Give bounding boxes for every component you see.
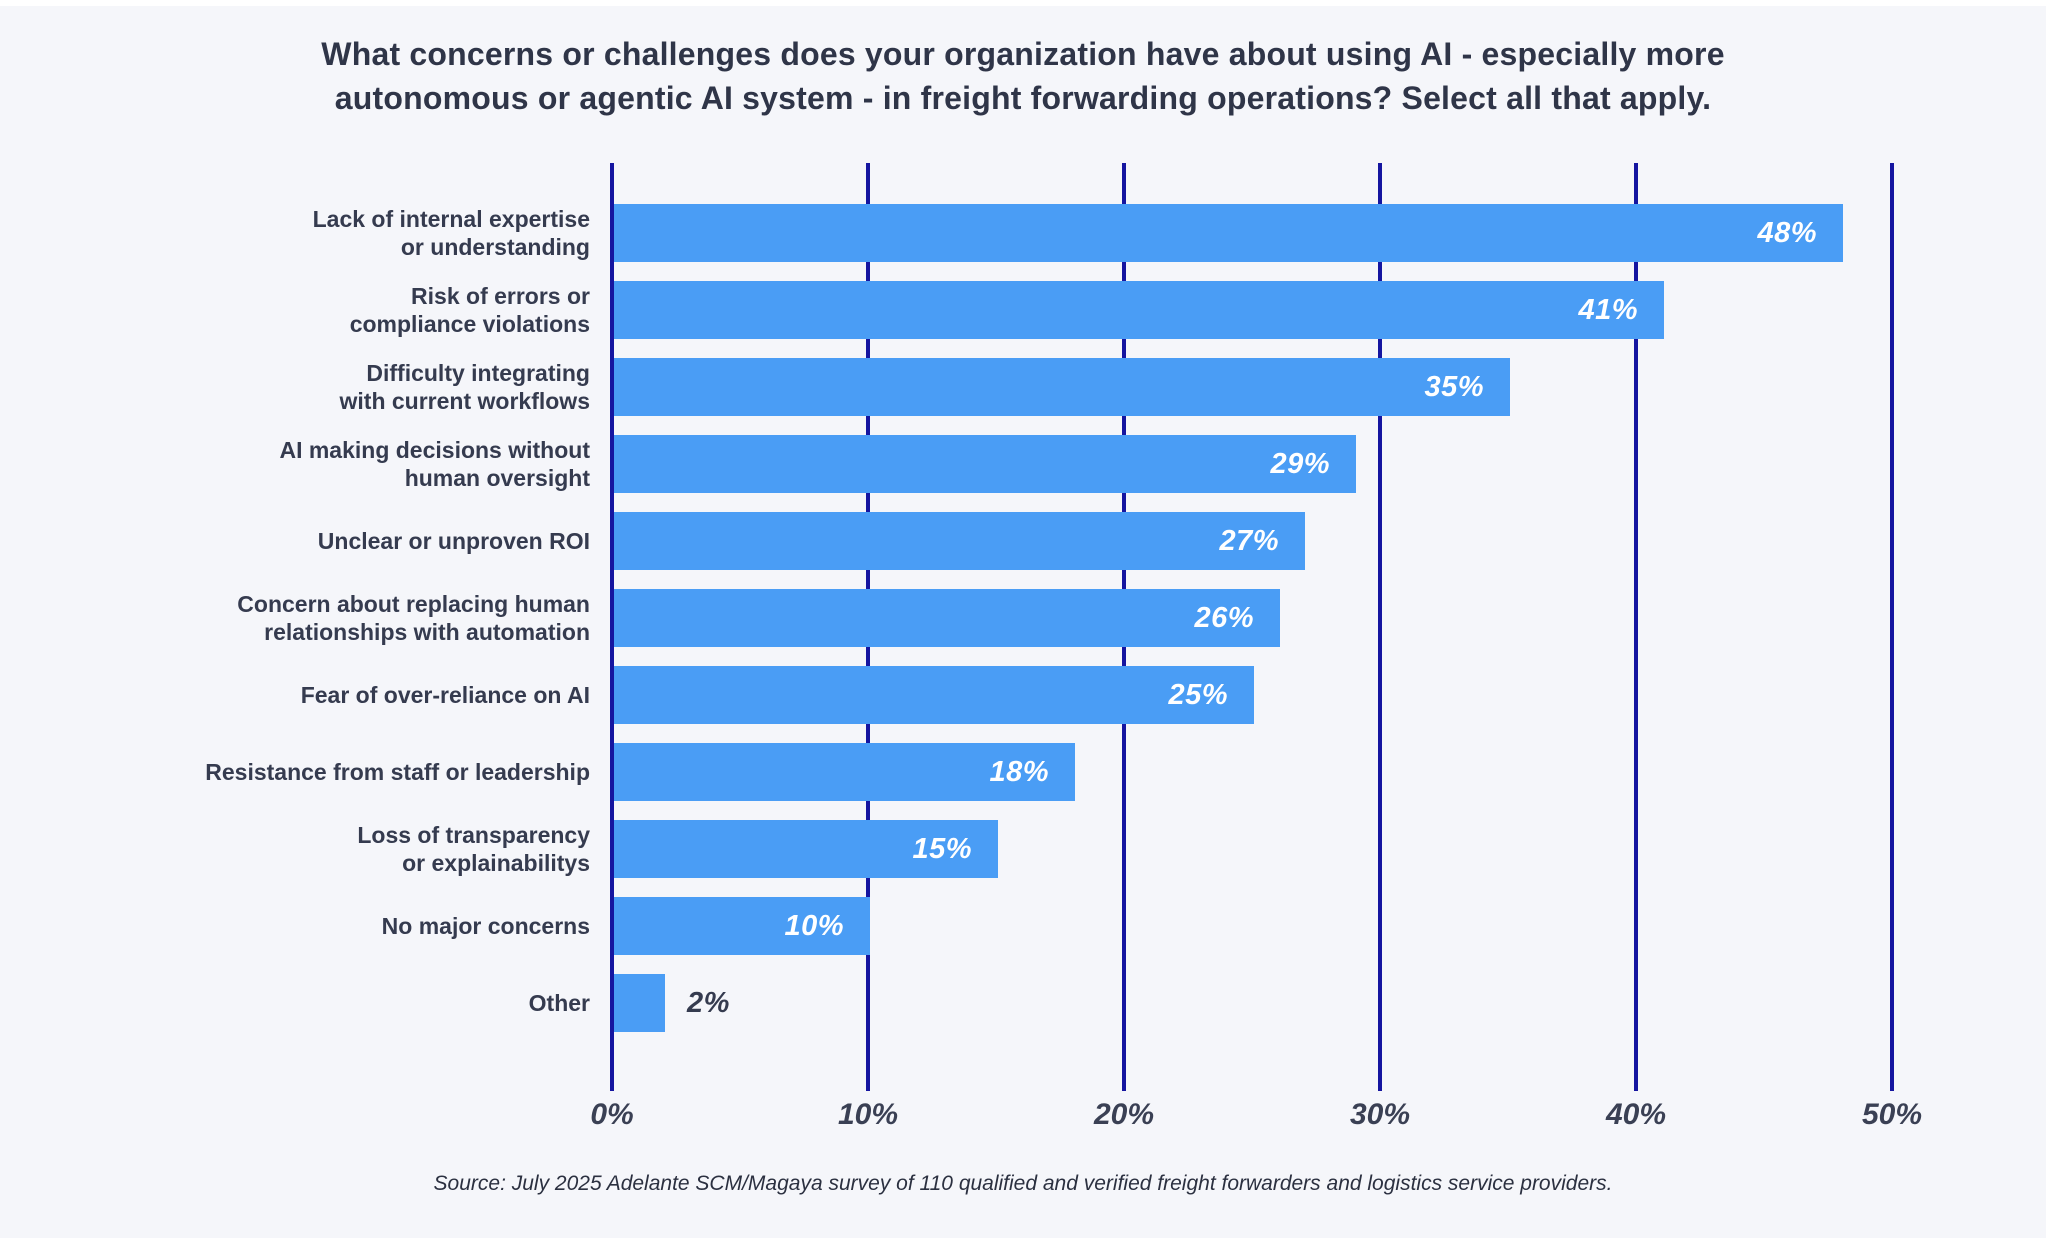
bar: 27% (614, 512, 1305, 570)
x-axis-tick-label: 0% (590, 1098, 634, 1131)
bar-value-label: 18% (989, 755, 1049, 788)
category-label: AI making decisions without human oversig… (120, 435, 590, 493)
bar: 35% (614, 358, 1510, 416)
category-label: Loss of transparency or explainabilitys (120, 820, 590, 878)
bar: 18% (614, 743, 1075, 801)
category-label-line: Fear of over-reliance on AI (300, 682, 590, 708)
x-axis-tick-label: 20% (1093, 1098, 1155, 1131)
bar-value-label: 25% (1168, 678, 1228, 711)
category-label: Resistance from staff or leadership (120, 743, 590, 801)
bar-value-label: 29% (1270, 447, 1330, 480)
gridline-40% (1634, 163, 1638, 1091)
x-axis-tick-label: 10% (837, 1098, 899, 1131)
category-label-line: Unclear or unproven ROI (317, 528, 590, 554)
category-label-line: No major concerns (381, 913, 590, 939)
source-note: Source: July 2025 Adelante SCM/Magaya su… (433, 1172, 1613, 1195)
category-label: Unclear or unproven ROI (120, 512, 590, 570)
bar: 41% (614, 281, 1664, 339)
category-label: No major concerns (120, 897, 590, 955)
chart-title-line2: autonomous or agentic AI system - in fre… (334, 80, 1712, 116)
category-label-line: Other (528, 990, 590, 1016)
category-label-line: Loss of transparency (357, 822, 590, 848)
chart-title-line1: What concerns or challenges does your or… (321, 36, 1725, 72)
gridline-0% (610, 163, 614, 1091)
category-label-line: Resistance from staff or leadership (205, 759, 590, 785)
category-label-line: Concern about replacing human (237, 591, 590, 617)
category-label-line: human oversight (404, 465, 590, 491)
x-axis-tick-label: 50% (1861, 1098, 1923, 1131)
bar-value-label: 48% (1757, 216, 1817, 249)
category-label-line: or understanding (400, 234, 590, 260)
category-label: Lack of internal expertise or understandi… (120, 204, 590, 262)
bar-value-label: 27% (1219, 524, 1279, 557)
category-label: Fear of over-reliance on AI (120, 666, 590, 724)
bar-value-label: 15% (912, 832, 972, 865)
bar: 15% (614, 820, 998, 878)
bar-value-label: 2% (687, 986, 730, 1019)
bar: 25% (614, 666, 1254, 724)
category-label-line: relationships with automation (264, 619, 590, 645)
category-label-line: with current workflows (339, 388, 590, 414)
category-label: Other (120, 974, 590, 1032)
category-label-line: Risk of errors or (411, 283, 590, 309)
bar-value-label: 35% (1424, 370, 1484, 403)
x-axis-tick-label: 40% (1605, 1098, 1667, 1131)
category-label-line: AI making decisions without (279, 437, 590, 463)
bar: 48% (614, 204, 1843, 262)
bar-value-label: 41% (1578, 293, 1638, 326)
bar-value-label: 10% (784, 909, 844, 942)
category-label-line: Difficulty integrating (366, 360, 590, 386)
category-label: Difficulty integrating with current workf… (120, 358, 590, 416)
gridline-50% (1890, 163, 1894, 1091)
bar: 26% (614, 589, 1280, 647)
category-label-line: or explainabilitys (402, 850, 590, 876)
bar: 10% (614, 897, 870, 955)
gridline-30% (1378, 163, 1382, 1091)
x-axis-tick-label: 30% (1349, 1098, 1411, 1131)
bar (614, 974, 665, 1032)
category-label-line: compliance violations (349, 311, 590, 337)
bar: 29% (614, 435, 1356, 493)
category-label-line: Lack of internal expertise (312, 206, 590, 232)
category-label: Concern about replacing human relationshi… (120, 589, 590, 647)
bar-value-label: 26% (1194, 601, 1254, 634)
chart-title: What concerns or challenges does your or… (0, 32, 2046, 120)
category-label: Risk of errors or compliance violations (120, 281, 590, 339)
page-top-strip (0, 0, 2046, 6)
